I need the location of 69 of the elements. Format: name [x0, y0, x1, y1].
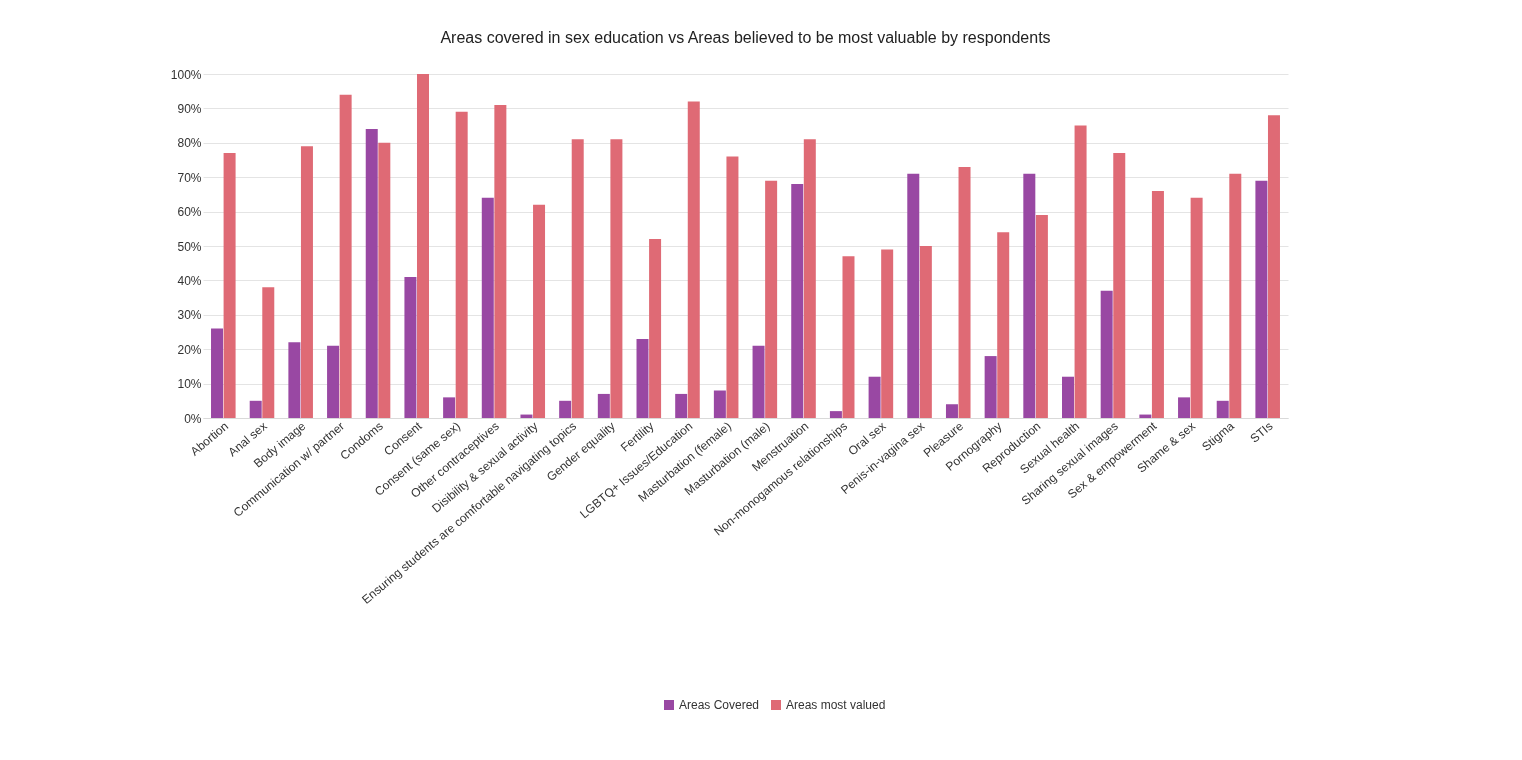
y-tick-label: 0% — [184, 411, 202, 426]
y-tick-label: 90% — [177, 101, 202, 116]
bar — [675, 393, 688, 418]
bar — [300, 146, 313, 418]
y-tick-label: 10% — [177, 377, 202, 392]
bar — [339, 94, 352, 418]
legend-label: Areas Covered — [679, 698, 760, 712]
y-tick-label: 60% — [177, 205, 202, 220]
bar — [559, 400, 572, 418]
bar — [1178, 397, 1191, 418]
bar — [907, 173, 920, 418]
bar — [1255, 180, 1268, 418]
bar — [1267, 115, 1280, 418]
y-tick-label: 80% — [177, 136, 202, 151]
bar — [803, 139, 816, 418]
bar — [211, 328, 224, 418]
bar — [1100, 290, 1113, 418]
bar — [481, 197, 494, 418]
bar — [1035, 215, 1048, 418]
bar — [868, 376, 881, 418]
x-tick-label: STIs — [1247, 418, 1276, 446]
bar — [533, 204, 546, 418]
bar — [288, 342, 301, 418]
bar — [1074, 125, 1087, 418]
bar — [842, 256, 855, 418]
bar — [1190, 197, 1203, 418]
bar — [997, 232, 1010, 418]
bar — [636, 338, 649, 418]
bar — [726, 156, 739, 418]
bar — [1151, 190, 1164, 418]
bar — [791, 184, 804, 418]
bar — [249, 400, 262, 418]
bar — [752, 345, 765, 418]
bar — [417, 74, 429, 418]
bar — [687, 101, 700, 418]
bar — [1229, 173, 1242, 418]
legend-label: Areas most valued — [786, 698, 886, 712]
bar — [378, 142, 391, 418]
y-tick-label: 20% — [177, 342, 202, 357]
bar — [945, 404, 958, 418]
bar — [597, 393, 610, 418]
bar — [327, 345, 340, 418]
bar — [365, 129, 378, 418]
bar — [443, 397, 456, 418]
bar — [919, 246, 932, 418]
bar — [881, 249, 894, 418]
bar — [984, 356, 997, 418]
bar — [1113, 153, 1126, 418]
y-tick-label: 100% — [170, 67, 202, 82]
bar — [829, 411, 842, 418]
chart-title: Areas covered in sex education vs Areas believed to be most valuable by respondents — [440, 29, 1051, 46]
bar — [610, 139, 623, 418]
bar — [765, 180, 778, 418]
y-tick-label: 70% — [177, 170, 202, 185]
bar — [455, 111, 468, 418]
bar — [1023, 173, 1036, 418]
y-tick-label: 40% — [177, 273, 202, 288]
bar — [262, 287, 275, 418]
bar — [1062, 376, 1074, 418]
bar — [404, 276, 417, 418]
bar — [958, 166, 971, 418]
bar — [223, 153, 236, 418]
bar — [713, 390, 726, 418]
bar — [571, 139, 584, 418]
y-tick-label: 50% — [177, 239, 202, 254]
bar — [649, 239, 662, 418]
bar — [494, 104, 507, 418]
bar — [1216, 400, 1229, 418]
y-tick-label: 30% — [177, 308, 202, 323]
